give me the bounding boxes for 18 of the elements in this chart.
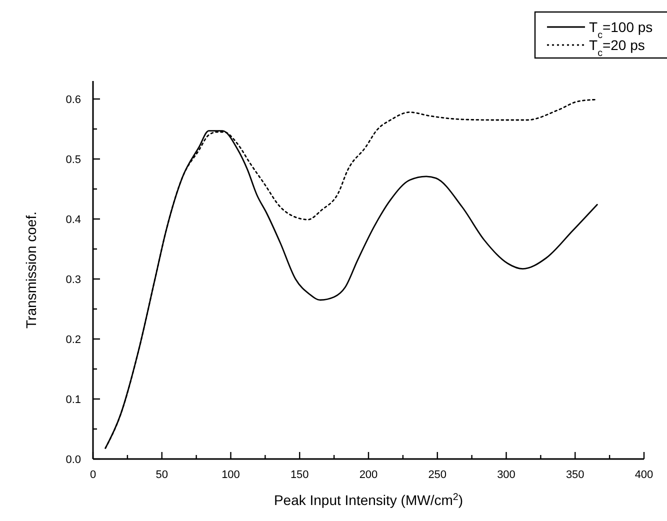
- x-tick-label: 400: [634, 469, 654, 481]
- y-tick-label: 0.4: [66, 214, 81, 226]
- y-tick-label: 0.2: [66, 334, 81, 346]
- y-tick-label: 0.6: [66, 94, 81, 106]
- x-tick-label: 250: [428, 469, 447, 481]
- x-tick-label: 200: [359, 469, 378, 481]
- y-tick-label: 0.0: [66, 454, 81, 466]
- x-tick-label: 300: [497, 469, 516, 481]
- x-axis-title: Peak Input Intensity (MW/cm$^{2}$): [274, 492, 464, 508]
- x-tick-label: 100: [222, 469, 240, 481]
- y-tick-label: 0.3: [66, 274, 81, 286]
- x-tick-label: 150: [290, 469, 309, 481]
- y-axis-title: Transmission coef.: [23, 212, 39, 328]
- y-tick-label: 0.1: [66, 394, 81, 406]
- y-tick-label: 0.5: [66, 154, 81, 166]
- x-tick-label: 350: [566, 469, 584, 481]
- x-tick-label: 50: [156, 469, 168, 481]
- x-tick-label: 0: [90, 469, 96, 481]
